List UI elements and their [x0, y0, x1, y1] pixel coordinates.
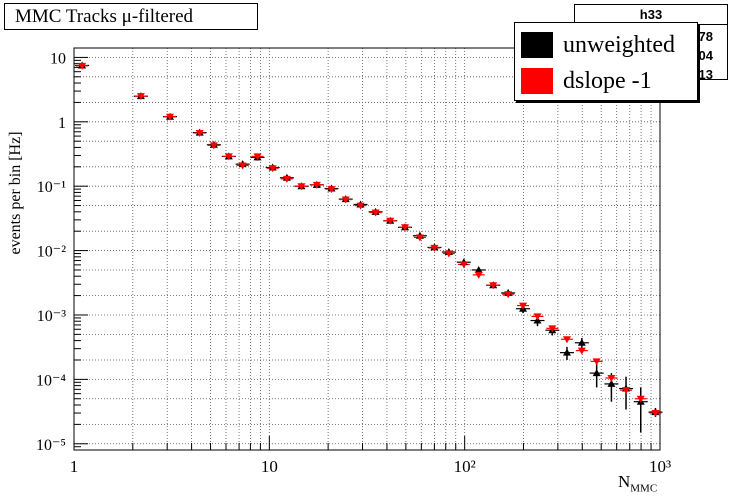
marker-dslope [401, 224, 410, 232]
x-tick-label: 10³ [649, 457, 671, 476]
marker-dslope [341, 196, 350, 204]
marker-dslope [253, 153, 262, 161]
tick-labels: 1 10 10² 10³ 10 1 10⁻¹ 10⁻² 10⁻³ 10⁻⁴ 10⁻⁵ [36, 50, 671, 476]
marker-dslope [592, 358, 601, 366]
marker-unweighted [607, 379, 616, 387]
x-tick-label: 1 [70, 457, 79, 476]
x-axis-label-main: N [618, 472, 631, 491]
marker-dslope [238, 162, 247, 170]
marker-dslope [636, 395, 645, 403]
marker-dslope [195, 130, 204, 138]
chart-title: MMC Tracks μ-filtered [4, 3, 258, 30]
marker-dslope [519, 302, 528, 310]
y-tick-label: 10⁻⁴ [36, 372, 66, 389]
marker-dslope [282, 175, 291, 183]
marker-dslope [165, 113, 174, 121]
marker-dslope [415, 234, 424, 242]
marker-dslope [224, 153, 233, 161]
y-tick-label: 10⁻² [37, 244, 66, 261]
axis-ticks [73, 56, 652, 450]
marker-dslope [371, 209, 380, 217]
marker-dslope [651, 410, 660, 418]
marker-dslope [268, 165, 277, 173]
marker-dslope [607, 375, 616, 383]
marker-unweighted [577, 338, 586, 346]
plot-frame [73, 47, 661, 451]
y-tick-label: 10 [50, 50, 66, 67]
y-tick-label: 10⁻³ [37, 308, 66, 325]
marker-dslope [136, 93, 145, 101]
marker-dslope [548, 325, 557, 333]
legend: unweighted dslope -1 [514, 22, 698, 101]
x-axis-label: NMMC [618, 472, 657, 494]
marker-dslope [622, 387, 631, 395]
marker-unweighted [474, 265, 483, 273]
y-tick-label: 1 [58, 115, 66, 132]
stats-fragment: 13 [698, 67, 713, 80]
marker-dslope [386, 217, 395, 225]
marker-dslope [504, 291, 513, 299]
marker-dslope [489, 282, 498, 290]
data-markers [78, 61, 660, 418]
x-tick-label: 10² [454, 457, 476, 476]
legend-label: dslope -1 [563, 68, 652, 94]
marker-dslope [474, 271, 483, 279]
y-tick-label: 10⁻⁵ [36, 437, 66, 454]
y-axis-label-container: events per bin [Hz] [4, 128, 28, 258]
marker-unweighted [562, 348, 571, 356]
marker-dslope [312, 181, 321, 189]
y-tick-label: 10⁻¹ [37, 179, 66, 196]
marker-dslope [209, 142, 218, 150]
legend-swatch [521, 68, 553, 94]
x-tick-label: 10 [261, 457, 278, 476]
marker-dslope [562, 336, 571, 344]
marker-dslope [444, 250, 453, 258]
x-axis-label-sub: MMC [630, 482, 658, 495]
marker-dslope [533, 313, 542, 321]
marker-unweighted [592, 369, 601, 377]
marker-dslope [327, 186, 336, 194]
y-axis-label: events per bin [Hz] [7, 131, 24, 255]
legend-label: unweighted [563, 32, 675, 58]
marker-dslope [459, 261, 468, 269]
stats-fragment: 04 [698, 48, 713, 63]
marker-dslope [78, 62, 87, 70]
legend-swatch [521, 32, 553, 58]
marker-dslope [430, 244, 439, 252]
marker-dslope [577, 347, 586, 355]
stats-fragment: 78 [698, 29, 713, 44]
marker-dslope [297, 183, 306, 191]
marker-dslope [356, 202, 365, 210]
